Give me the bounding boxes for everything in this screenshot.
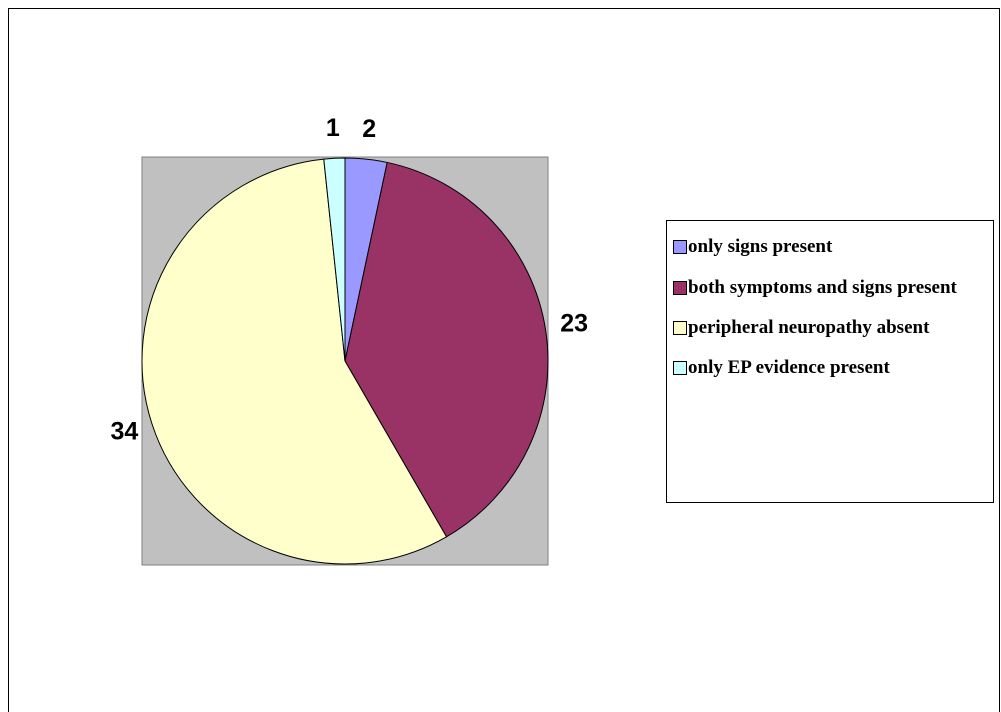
legend-label: only signs present — [688, 236, 833, 257]
legend-swatch — [673, 281, 687, 295]
data-label: 34 — [110, 417, 138, 445]
pie-slice — [141, 158, 448, 565]
legend-item: only EP evidence present — [667, 352, 990, 383]
legend-item: only signs present — [667, 231, 990, 262]
legend-label: only EP evidence present — [688, 357, 890, 378]
pie-slice — [323, 157, 346, 362]
data-label: 2 — [362, 115, 376, 143]
legend-item: peripheral neuropathy absent — [667, 312, 990, 343]
legend: only signs present both symptoms and sign… — [666, 220, 994, 503]
data-label: 23 — [560, 309, 588, 337]
legend-item: both symptoms and signs present — [667, 272, 990, 303]
pie — [141, 157, 549, 565]
data-label: 1 — [326, 114, 340, 142]
legend-swatch — [673, 321, 687, 335]
legend-swatch — [673, 361, 687, 375]
legend-label: peripheral neuropathy absent — [688, 317, 930, 338]
legend-swatch — [673, 240, 687, 254]
pie-slice — [344, 161, 549, 538]
legend-label: both symptoms and signs present — [688, 277, 957, 298]
